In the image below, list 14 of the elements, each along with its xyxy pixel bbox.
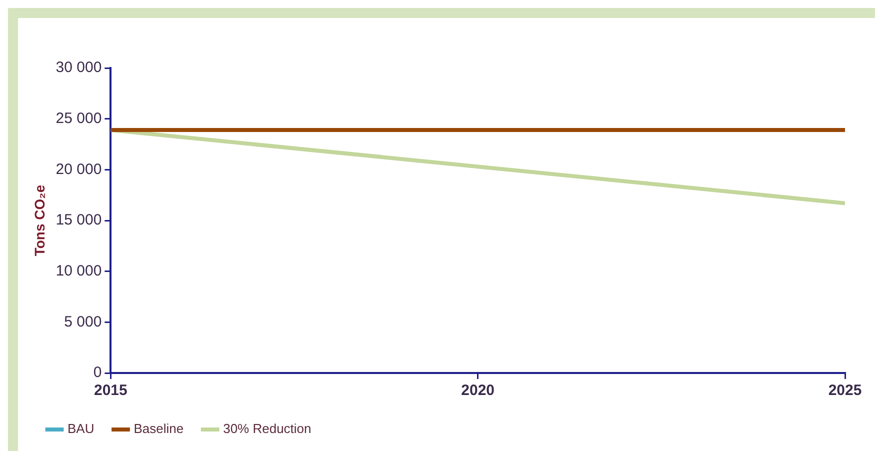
legend-label: BAU [68, 421, 94, 436]
y-tick-label: 30 000 [56, 59, 102, 76]
y-tick-label: 10 000 [56, 262, 102, 280]
y-tick-label: 5 000 [64, 313, 102, 330]
y-tick-label: 25 000 [56, 110, 102, 127]
x-tick-label: 2015 [94, 382, 128, 400]
legend-label: Baseline [134, 421, 184, 436]
y-axis-title: Tons CO₂e [31, 184, 48, 256]
legend-label: 30% Reduction [223, 421, 312, 436]
x-tick-label: 2025 [828, 382, 862, 400]
y-tick-label: 15 000 [56, 212, 102, 229]
y-tick-label: 20 000 [56, 160, 102, 178]
y-tick-label: 0 [93, 364, 102, 382]
x-tick-label: 2020 [461, 382, 495, 400]
